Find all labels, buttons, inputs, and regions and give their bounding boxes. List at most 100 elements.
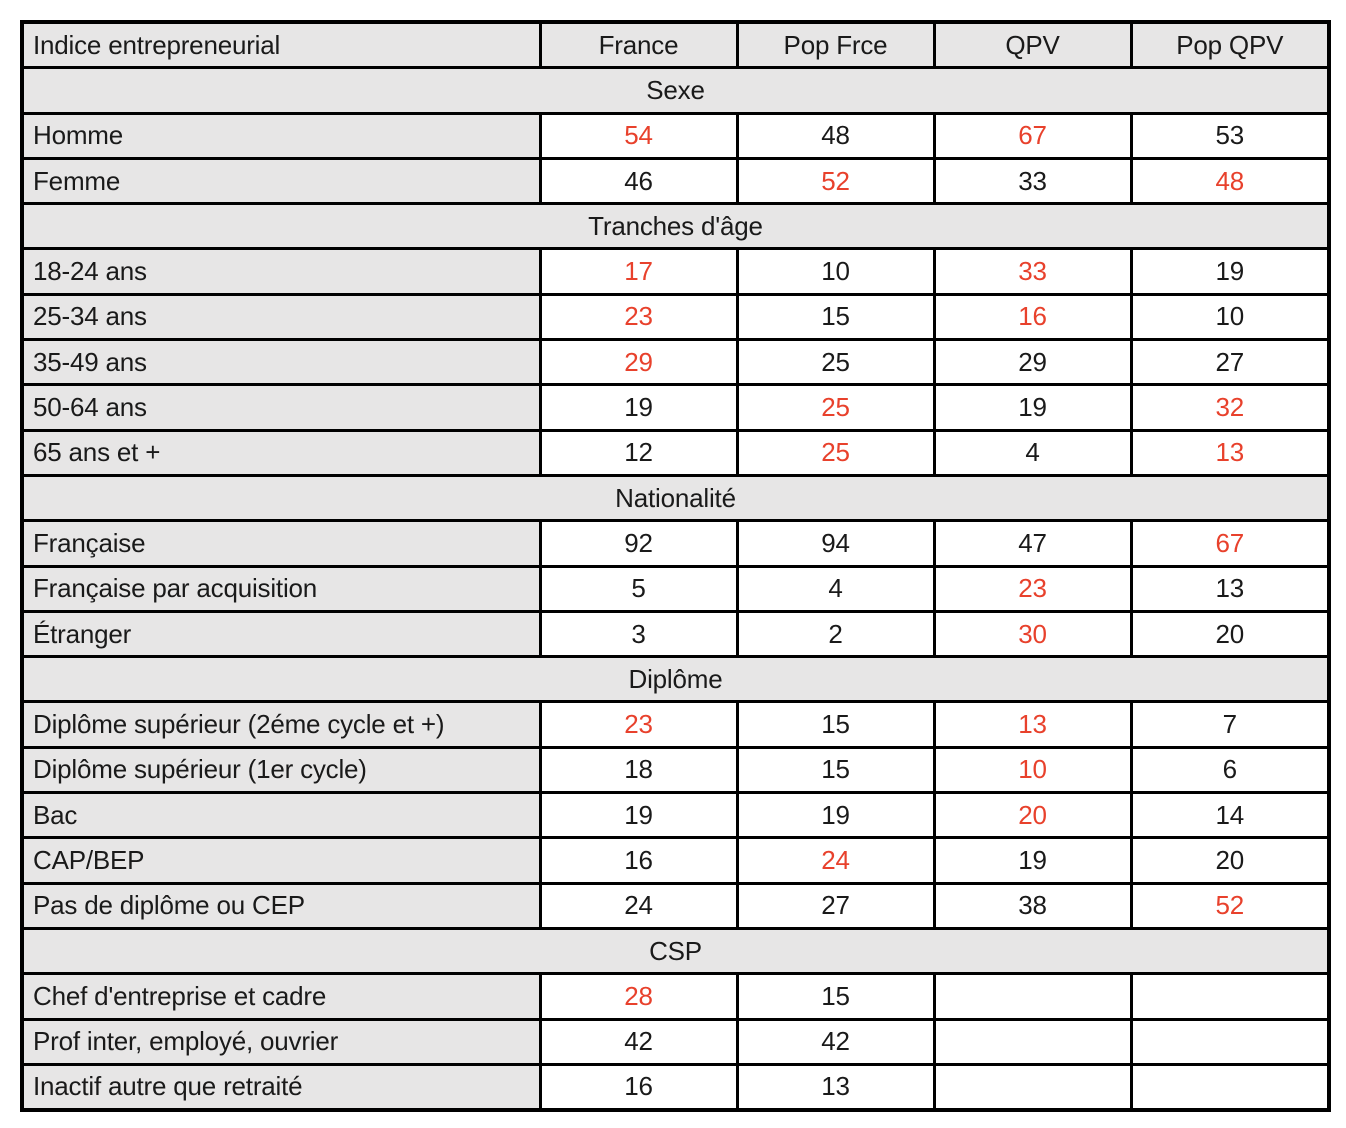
value-cell: 46 — [538, 156, 739, 206]
row-label: Chef d'entreprise et cadre — [20, 972, 542, 1021]
table-row: 25-34 ans 23 15 16 10 — [20, 292, 1331, 342]
value-cell: 52 — [1129, 881, 1331, 930]
value-cell: 5 — [538, 564, 739, 613]
value-cell: 7 — [1129, 700, 1331, 749]
section-header-row: CSP — [20, 926, 1331, 976]
value-cell: 19 — [1129, 247, 1331, 296]
value-cell: 13 — [1129, 564, 1331, 613]
table-row: 65 ans et + 12 25 4 13 — [20, 428, 1331, 477]
value-cell: 19 — [932, 383, 1133, 432]
table-row: Pas de diplôme ou CEP 24 27 38 52 — [20, 881, 1331, 930]
value-cell: 29 — [538, 338, 739, 387]
value-cell: 15 — [735, 292, 936, 342]
table-row: Homme 54 48 67 53 — [20, 111, 1331, 160]
row-label: 65 ans et + — [20, 428, 542, 477]
value-cell: 23 — [538, 292, 739, 342]
table-row: Française 92 94 47 67 — [20, 519, 1331, 568]
value-cell: 48 — [1129, 156, 1331, 206]
value-cell: 33 — [932, 156, 1133, 206]
table-row: Diplôme supérieur (2éme cycle et +) 23 1… — [20, 700, 1331, 749]
value-cell: 20 — [932, 791, 1133, 840]
value-cell: 92 — [538, 519, 739, 568]
value-cell: 4 — [735, 564, 936, 613]
section-header-row: Diplôme — [20, 655, 1331, 704]
value-cell: 15 — [735, 745, 936, 795]
value-cell: 47 — [932, 519, 1133, 568]
section-title-sexe: Sexe — [20, 66, 1331, 115]
empty-value-cell — [932, 972, 1133, 1021]
empty-value-cell — [1129, 972, 1331, 1021]
value-cell: 19 — [735, 791, 936, 840]
value-cell: 10 — [735, 247, 936, 296]
value-cell: 27 — [735, 881, 936, 930]
row-label: Étranger — [20, 609, 542, 659]
value-cell: 42 — [735, 1017, 936, 1066]
column-header-pop-frce: Pop Frce — [735, 20, 936, 70]
value-cell: 2 — [735, 609, 936, 659]
value-cell: 25 — [735, 338, 936, 387]
section-header-row: Tranches d'âge — [20, 202, 1331, 251]
value-cell: 67 — [932, 111, 1133, 160]
section-title-tranches-age: Tranches d'âge — [20, 202, 1331, 251]
value-cell: 42 — [538, 1017, 739, 1066]
value-cell: 6 — [1129, 745, 1331, 795]
value-cell: 67 — [1129, 519, 1331, 568]
value-cell: 15 — [735, 972, 936, 1021]
value-cell: 12 — [538, 428, 739, 477]
row-label: Diplôme supérieur (2éme cycle et +) — [20, 700, 542, 749]
value-cell: 16 — [538, 836, 739, 885]
row-label: 35-49 ans — [20, 338, 542, 387]
value-cell: 24 — [538, 881, 739, 930]
row-label: Inactif autre que retraité — [20, 1062, 542, 1112]
value-cell: 20 — [1129, 836, 1331, 885]
value-cell: 24 — [735, 836, 936, 885]
row-label: 50-64 ans — [20, 383, 542, 432]
empty-value-cell — [932, 1017, 1133, 1066]
section-title-nationalite: Nationalité — [20, 473, 1331, 523]
row-label: Bac — [20, 791, 542, 840]
value-cell: 13 — [1129, 428, 1331, 477]
value-cell: 14 — [1129, 791, 1331, 840]
table-row: 50-64 ans 19 25 19 32 — [20, 383, 1331, 432]
header-row: Indice entrepreneurial France Pop Frce Q… — [20, 20, 1331, 70]
column-header-france: France — [538, 20, 739, 70]
row-label: Française par acquisition — [20, 564, 542, 613]
value-cell: 94 — [735, 519, 936, 568]
value-cell: 32 — [1129, 383, 1331, 432]
table-row: Française par acquisition 5 4 23 13 — [20, 564, 1331, 613]
table-row: Bac 19 19 20 14 — [20, 791, 1331, 840]
value-cell: 54 — [538, 111, 739, 160]
value-cell: 25 — [735, 428, 936, 477]
value-cell: 10 — [1129, 292, 1331, 342]
value-cell: 16 — [538, 1062, 739, 1112]
value-cell: 28 — [538, 972, 739, 1021]
column-header-pop-qpv: Pop QPV — [1129, 20, 1331, 70]
table-row: Femme 46 52 33 48 — [20, 156, 1331, 206]
row-label: CAP/BEP — [20, 836, 542, 885]
entrepreneurial-index-table: Indice entrepreneurial France Pop Frce Q… — [20, 20, 1331, 1113]
value-cell: 29 — [932, 338, 1133, 387]
table-row: CAP/BEP 16 24 19 20 — [20, 836, 1331, 885]
value-cell: 19 — [932, 836, 1133, 885]
value-cell: 15 — [735, 700, 936, 749]
empty-value-cell — [932, 1062, 1133, 1112]
empty-value-cell — [1129, 1062, 1331, 1112]
value-cell: 17 — [538, 247, 739, 296]
value-cell: 52 — [735, 156, 936, 206]
value-cell: 10 — [932, 745, 1133, 795]
row-label: Diplôme supérieur (1er cycle) — [20, 745, 542, 795]
value-cell: 19 — [538, 791, 739, 840]
table-row: 35-49 ans 29 25 29 27 — [20, 338, 1331, 387]
table-row: Chef d'entreprise et cadre 28 15 — [20, 972, 1331, 1021]
row-label: 25-34 ans — [20, 292, 542, 342]
value-cell: 30 — [932, 609, 1133, 659]
value-cell: 13 — [735, 1062, 936, 1112]
value-cell: 4 — [932, 428, 1133, 477]
value-cell: 25 — [735, 383, 936, 432]
value-cell: 20 — [1129, 609, 1331, 659]
value-cell: 19 — [538, 383, 739, 432]
empty-value-cell — [1129, 1017, 1331, 1066]
value-cell: 38 — [932, 881, 1133, 930]
value-cell: 23 — [932, 564, 1133, 613]
row-label: Pas de diplôme ou CEP — [20, 881, 542, 930]
